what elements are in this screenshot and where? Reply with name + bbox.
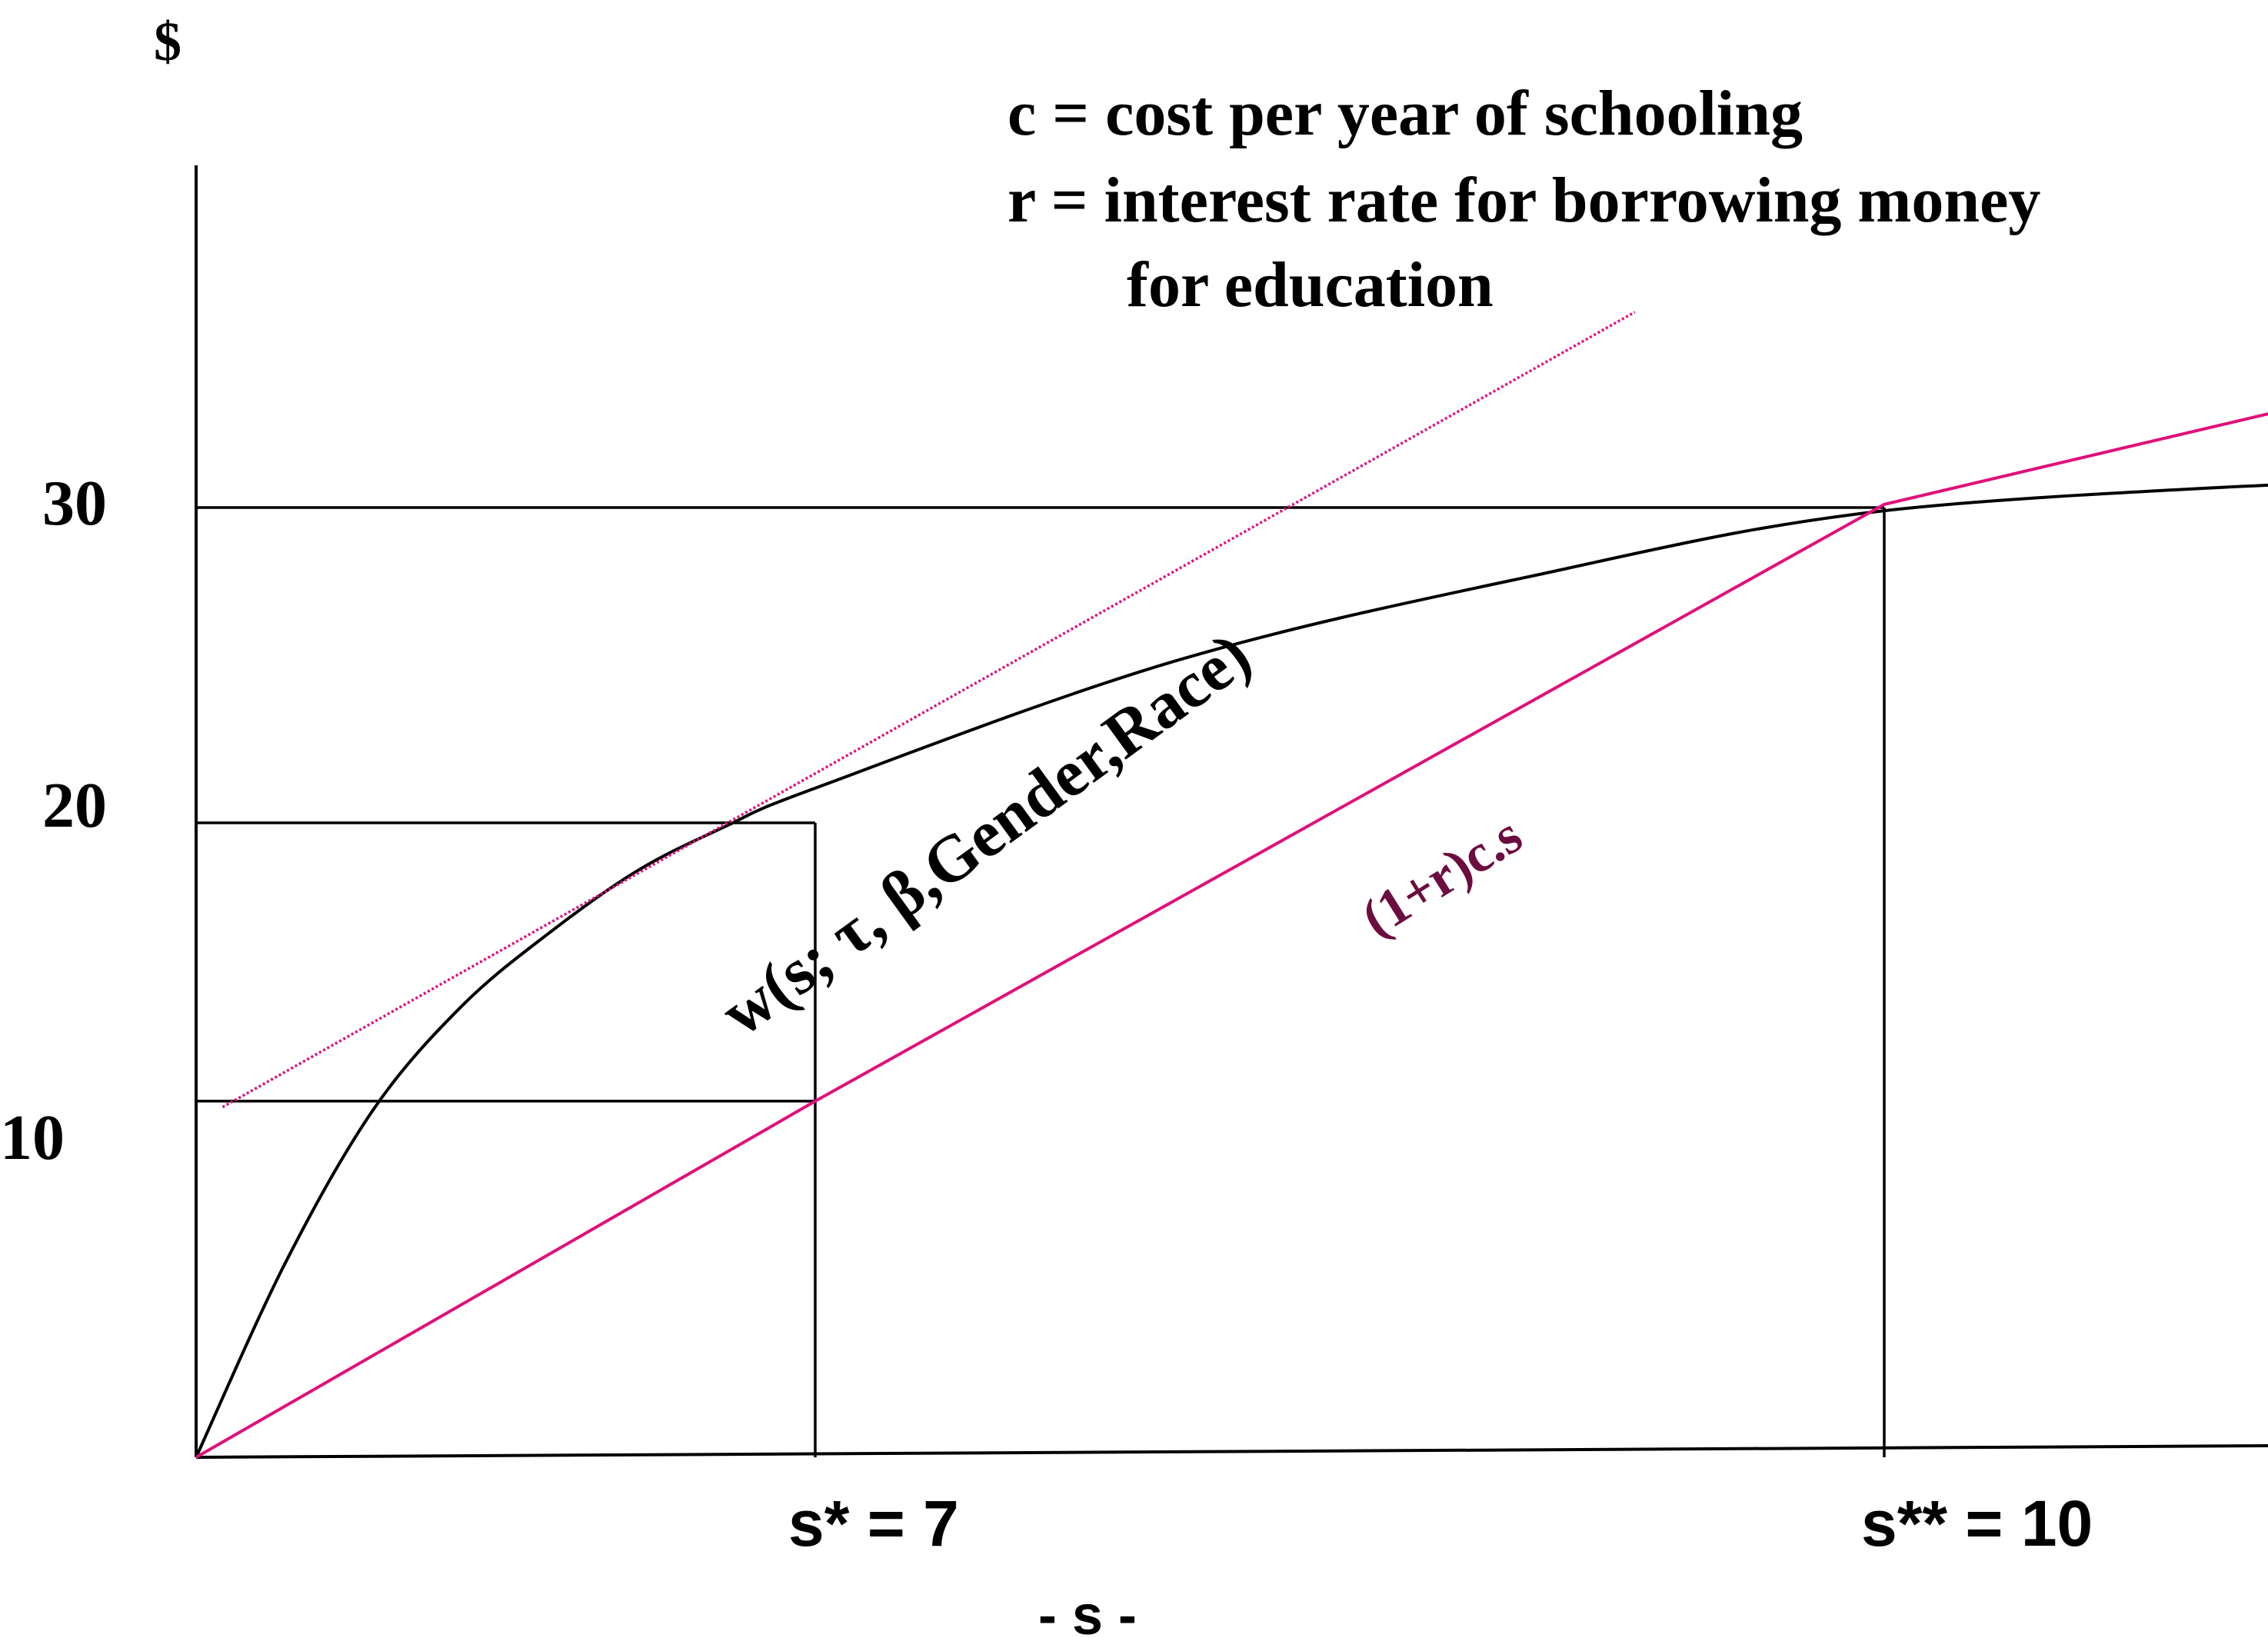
series-layer bbox=[195, 311, 2268, 1459]
y-tick-label-30: 30 bbox=[42, 468, 107, 539]
legend-note-interest: r = interest rate for borrowing money bbox=[1007, 165, 2040, 236]
x-tick-label-7: s* = 7 bbox=[788, 1487, 959, 1560]
reference-lines bbox=[196, 506, 1886, 1457]
wage-curve bbox=[195, 483, 2268, 1458]
cost-line-label: (1+r)c.s bbox=[1352, 805, 1532, 948]
y-tick-label-20: 20 bbox=[42, 770, 107, 841]
legend-note-cost: c = cost per year of schooling bbox=[1007, 78, 1803, 149]
y-axis-label: $ bbox=[154, 11, 182, 72]
x-axis bbox=[195, 1444, 2268, 1459]
cost-line bbox=[195, 412, 2268, 1459]
y-tick-labels: 10 20 30 bbox=[0, 468, 107, 1174]
tangent-line bbox=[221, 311, 1636, 1109]
legend-note-education: for education bbox=[1127, 249, 1494, 321]
x-tick-labels: s* = 7 s** = 10 bbox=[788, 1487, 2093, 1560]
x-tick-label-10: s** = 10 bbox=[1861, 1487, 2093, 1560]
y-tick-label-10: 10 bbox=[0, 1102, 65, 1174]
wage-curve-label: w(s; τ, β,Gender,Race) bbox=[708, 618, 1264, 1050]
x-axis-label: - s - bbox=[1038, 1585, 1137, 1638]
